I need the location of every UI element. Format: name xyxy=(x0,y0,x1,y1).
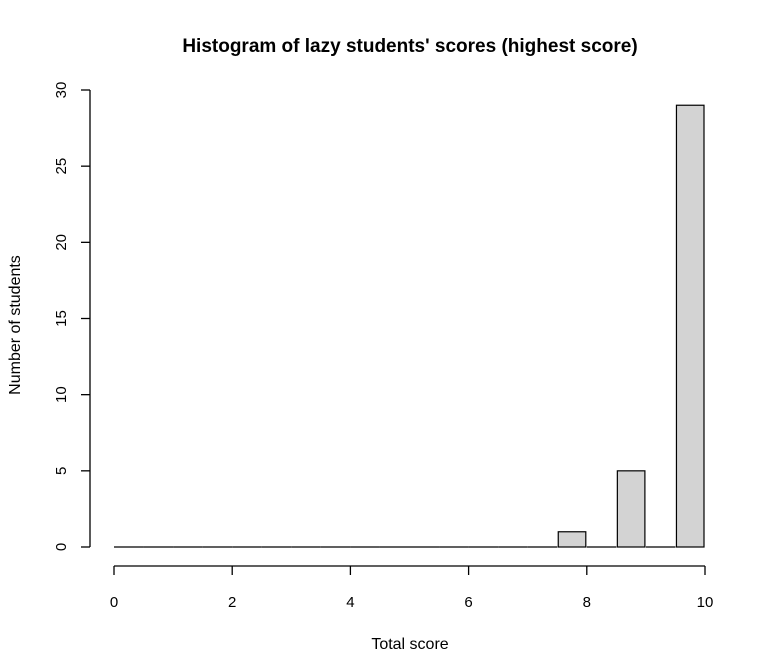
x-tick-label: 6 xyxy=(464,594,472,611)
y-tick-label: 30 xyxy=(53,82,70,99)
x-axis: 0 2 4 6 8 10 xyxy=(110,565,714,611)
histogram-bar xyxy=(557,531,587,548)
x-tick-label: 10 xyxy=(697,594,714,611)
x-tick-label: 0 xyxy=(110,594,118,611)
y-tick-label: 20 xyxy=(53,234,70,251)
y-axis-label: Number of students xyxy=(7,255,24,395)
y-tick-label: 0 xyxy=(53,543,70,551)
chart-title: Histogram of lazy students' scores (high… xyxy=(182,36,637,57)
histogram-bar xyxy=(616,470,646,548)
x-tick-label: 2 xyxy=(228,594,236,611)
y-tick-label: 5 xyxy=(53,467,70,475)
y-axis: 0 5 10 15 20 25 30 xyxy=(53,82,91,551)
bars-group xyxy=(114,104,705,548)
x-tick-label: 4 xyxy=(346,594,354,611)
x-axis-label: Total score xyxy=(371,636,448,653)
x-tick-label: 8 xyxy=(583,594,591,611)
y-tick-label: 10 xyxy=(53,386,70,403)
y-tick-label: 15 xyxy=(53,310,70,327)
y-tick-label: 25 xyxy=(53,158,70,175)
histogram-bar xyxy=(675,104,705,548)
